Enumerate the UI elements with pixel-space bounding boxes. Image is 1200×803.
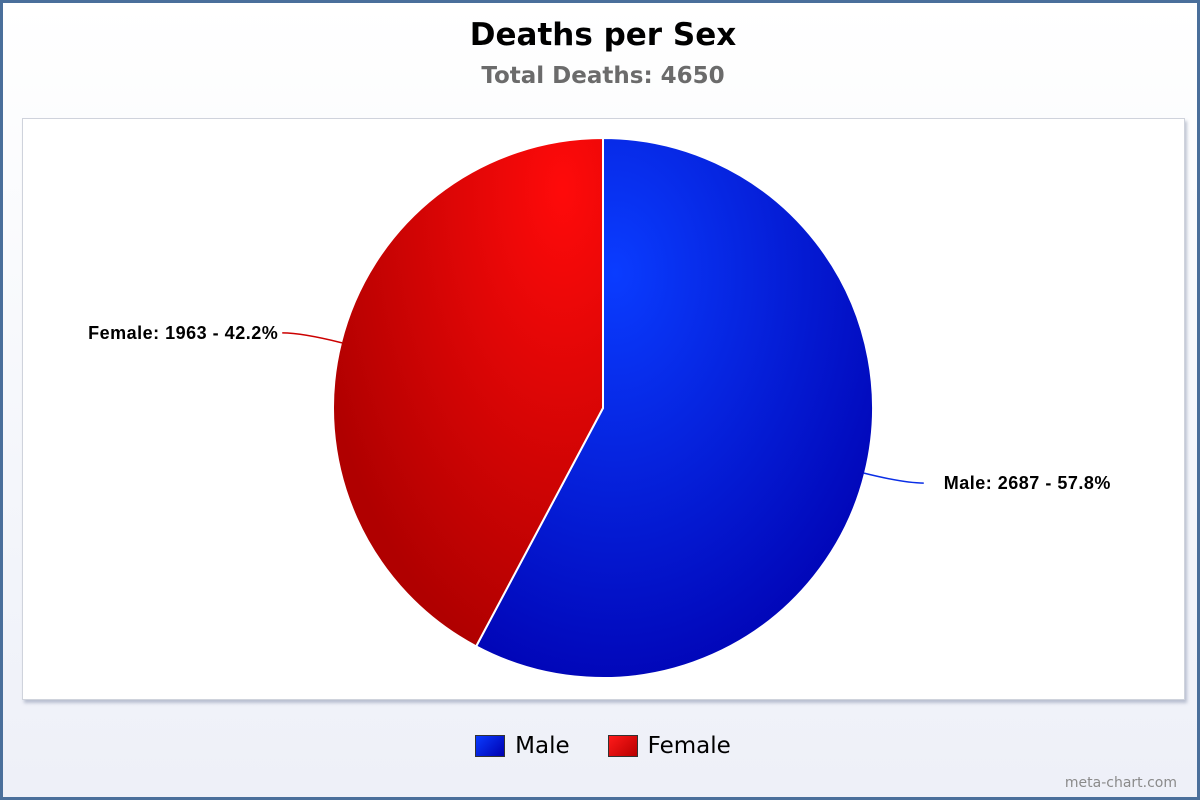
legend-swatch-female bbox=[607, 735, 638, 757]
chart-title: Deaths per Sex bbox=[469, 17, 737, 53]
legend: Male Female bbox=[3, 733, 1200, 759]
chart-subtitle: Total Deaths: 4650 bbox=[481, 63, 725, 89]
connector-line-male bbox=[863, 472, 924, 484]
data-label-female: Female: 1963 - 42.2% bbox=[88, 323, 278, 343]
legend-label-female: Female bbox=[647, 733, 731, 759]
legend-item-male[interactable]: Male bbox=[475, 733, 570, 759]
data-label-male: Male: 2687 - 57.8% bbox=[944, 473, 1111, 493]
pie-chart: Male: 2687 - 57.8% Female: 1963 - 42.2% bbox=[88, 136, 1111, 679]
legend-label-male: Male bbox=[515, 733, 570, 759]
legend-swatch-male bbox=[475, 735, 506, 757]
credit-text: meta-chart.com bbox=[1064, 775, 1177, 791]
legend-item-female[interactable]: Female bbox=[607, 733, 731, 759]
connector-line-female bbox=[282, 332, 343, 344]
